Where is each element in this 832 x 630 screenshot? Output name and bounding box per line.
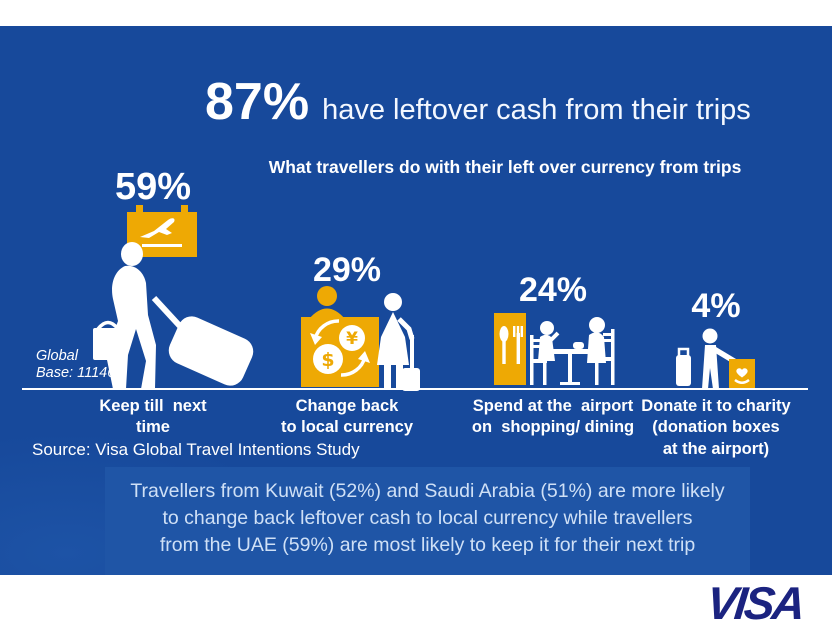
- value-spend-at-airport: 24%: [518, 271, 588, 309]
- svg-text:¥: ¥: [346, 329, 358, 349]
- svg-text:$: $: [321, 349, 334, 371]
- value-donate-charity: 4%: [691, 287, 741, 325]
- label-spend-at-airport: Spend at the airport on shopping/ dining: [471, 397, 635, 437]
- bottom-strip: VISA: [0, 575, 832, 630]
- headline-stat-value: 87%: [205, 73, 310, 131]
- label-keep-till-next-time: Keep till next time: [99, 397, 207, 437]
- global-base-note: Global Base: 11146: [36, 348, 116, 382]
- headline-stat-caption: have leftover cash from their trips: [322, 94, 751, 126]
- footnote-text: Travellers from Kuwait (52%) and Saudi A…: [130, 480, 725, 556]
- footnote-panel: Travellers from Kuwait (52%) and Saudi A…: [105, 467, 750, 575]
- airport-dining-icon: [494, 313, 619, 391]
- infographic-blue-panel: 87% have leftover cash from their trips …: [0, 26, 832, 575]
- label-donate-charity: Donate it to charity (donation boxes at …: [641, 397, 791, 458]
- value-change-back: 29%: [312, 251, 382, 289]
- traveller-with-luggage-icon: [85, 241, 260, 391]
- currency-exchange-icon: ¥ $: [295, 283, 420, 393]
- label-change-back: Change back to local currency: [280, 397, 414, 437]
- headline: 87% have leftover cash from their trips: [205, 72, 751, 132]
- donation-box-icon: [672, 328, 760, 392]
- source-note: Source: Visa Global Travel Intentions St…: [32, 440, 360, 459]
- visa-logo: VISA: [703, 577, 805, 629]
- value-keep-till-next-time: 59%: [114, 166, 192, 208]
- baseline-divider: [22, 388, 808, 390]
- chart-title: What travellers do with their left over …: [268, 157, 742, 177]
